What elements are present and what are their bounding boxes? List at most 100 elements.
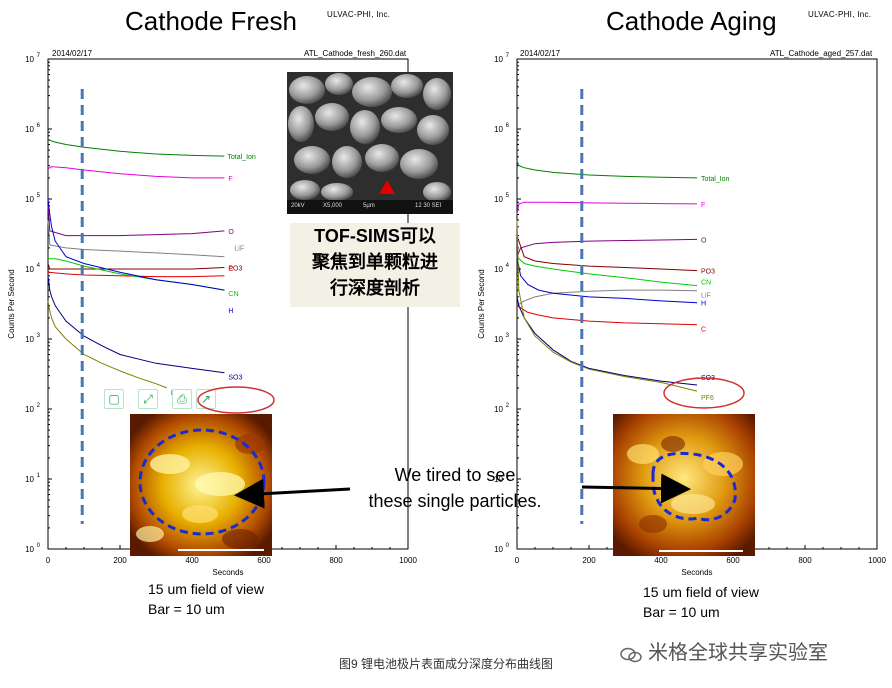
y-tick-exponent: 0 bbox=[37, 543, 41, 549]
series-label-po3: PO3 bbox=[228, 266, 242, 273]
sem-particles-picture bbox=[287, 72, 453, 214]
y-tick-label: 10 bbox=[494, 405, 503, 414]
series-line-pf6 bbox=[516, 220, 698, 392]
y-tick-label: 10 bbox=[494, 475, 503, 484]
y-tick-label: 10 bbox=[25, 475, 34, 484]
y-tick-exponent: 7 bbox=[37, 53, 41, 59]
panel-title-aging: Cathode Aging bbox=[606, 6, 777, 36]
x-tick-label: 200 bbox=[582, 556, 596, 565]
y-tick-label: 10 bbox=[25, 335, 34, 344]
series-line-pf6 bbox=[47, 300, 167, 389]
y-tick-label: 10 bbox=[494, 335, 503, 344]
date-label-fresh: 2014/02/17 bbox=[52, 49, 93, 58]
annotation-line1: We tired to see bbox=[394, 465, 516, 485]
y-tick-exponent: 3 bbox=[37, 333, 41, 339]
series-line-o bbox=[47, 205, 225, 237]
series-label-total_ion: Total_Ion bbox=[701, 176, 730, 183]
sem-kv-label: 20kV bbox=[291, 203, 305, 209]
y-tick-label: 10 bbox=[494, 265, 503, 274]
y-tick-exponent: 2 bbox=[37, 403, 41, 409]
fov-text-fresh: 15 um field of view bbox=[148, 581, 264, 597]
watermark: 米格全球共享实验室 bbox=[620, 636, 828, 665]
date-label-aging: 2014/02/17 bbox=[520, 49, 561, 58]
series-label-po3: PO3 bbox=[701, 269, 715, 276]
sem-right-label: 12 30 SEI bbox=[415, 203, 442, 209]
series-line-h bbox=[47, 198, 225, 291]
page-icon[interactable]: ▢ bbox=[104, 389, 124, 409]
series-label-so3: SO3 bbox=[228, 375, 242, 382]
y-tick-label: 10 bbox=[494, 545, 503, 554]
y-tick-label: 10 bbox=[25, 55, 34, 64]
series-line-po3 bbox=[47, 263, 225, 270]
series-line-c bbox=[516, 305, 698, 326]
y-tick-exponent: 4 bbox=[506, 263, 510, 269]
x-tick-label: 1000 bbox=[399, 556, 417, 565]
y-tick-exponent: 5 bbox=[37, 193, 41, 199]
series-line-o bbox=[516, 238, 698, 257]
figure-caption: 图9 锂电池极片表面成分深度分布曲线图 bbox=[338, 657, 553, 671]
sims-map-aging bbox=[613, 414, 755, 556]
y-tick-exponent: 0 bbox=[506, 543, 510, 549]
x-tick-label: 0 bbox=[46, 556, 51, 565]
series-label-c: C bbox=[228, 266, 233, 273]
y-tick-exponent: 6 bbox=[506, 123, 510, 129]
series-label-lif: LiF bbox=[701, 293, 711, 300]
series-label-cn: CN bbox=[701, 280, 711, 287]
x-axis-label: Seconds bbox=[212, 568, 243, 577]
y-axis-label: Counts Per Second bbox=[7, 269, 16, 338]
y-tick-label: 10 bbox=[25, 265, 34, 274]
x-tick-label: 0 bbox=[515, 556, 520, 565]
series-line-so3 bbox=[516, 296, 698, 386]
y-tick-label: 10 bbox=[494, 125, 503, 134]
series-label-cn: CN bbox=[228, 291, 238, 298]
x-tick-label: 400 bbox=[654, 556, 668, 565]
vendor-label-fresh: ULVAC-PHI, Inc. bbox=[327, 10, 391, 19]
x-tick-label: 200 bbox=[113, 556, 127, 565]
save-icon[interactable]: ⎙ bbox=[172, 389, 192, 409]
series-label-f: F bbox=[701, 202, 705, 209]
series-line-c bbox=[47, 271, 225, 278]
share-icon[interactable]: ↗ bbox=[196, 389, 216, 409]
series-label-lif: LiF bbox=[234, 246, 244, 253]
series-line-f bbox=[47, 166, 225, 179]
sims-map-fresh bbox=[130, 414, 272, 556]
fov-note-fresh: 15 um field of view Bar = 10 um bbox=[148, 579, 264, 619]
series-line-total_ion bbox=[516, 160, 698, 179]
series-label-so3: SO3 bbox=[701, 375, 715, 382]
y-tick-label: 10 bbox=[25, 545, 34, 554]
x-tick-label: 800 bbox=[329, 556, 343, 565]
fov-text-aging: 15 um field of view bbox=[643, 584, 759, 600]
panel-title-fresh: Cathode Fresh bbox=[125, 6, 297, 36]
y-tick-exponent: 1 bbox=[37, 473, 41, 479]
y-tick-exponent: 2 bbox=[506, 403, 510, 409]
bar-text-fresh: Bar = 10 um bbox=[148, 601, 225, 617]
x-tick-label: 400 bbox=[185, 556, 199, 565]
series-label-c: C bbox=[701, 327, 706, 334]
watermark-text: 米格全球共享实验室 bbox=[648, 642, 828, 664]
y-tick-label: 10 bbox=[25, 125, 34, 134]
series-label-total_ion: Total_Ion bbox=[227, 154, 256, 161]
wechat-icon bbox=[620, 646, 642, 662]
x-tick-label: 1000 bbox=[868, 556, 886, 565]
annotation-text: We tired to see these single particles. bbox=[340, 462, 570, 514]
bar-text-aging: Bar = 10 um bbox=[643, 604, 720, 620]
series-line-f bbox=[516, 201, 698, 215]
series-label-h: H bbox=[228, 308, 233, 315]
y-tick-exponent: 3 bbox=[506, 333, 510, 339]
series-label-o: O bbox=[228, 229, 234, 236]
series-line-cn bbox=[516, 256, 698, 287]
y-tick-label: 10 bbox=[25, 405, 34, 414]
annotation-line2: these single particles. bbox=[368, 491, 542, 511]
x-tick-label: 600 bbox=[726, 556, 740, 565]
sem-caption-line3: 行深度剖析 bbox=[330, 278, 420, 298]
series-label-pf6: PF6 bbox=[701, 395, 714, 402]
series-label-o: O bbox=[701, 237, 707, 244]
series-line-h bbox=[516, 256, 698, 304]
x-axis-label: Seconds bbox=[681, 568, 712, 577]
sem-caption-box: TOF-SIMS可以 聚焦到单颗粒进 行深度剖析 bbox=[290, 223, 460, 307]
series-line-so3 bbox=[47, 275, 225, 374]
expand-icon[interactable]: ⤢ bbox=[138, 389, 158, 409]
x-tick-label: 600 bbox=[257, 556, 271, 565]
sem-caption-line2: 聚焦到单颗粒进 bbox=[312, 252, 438, 272]
